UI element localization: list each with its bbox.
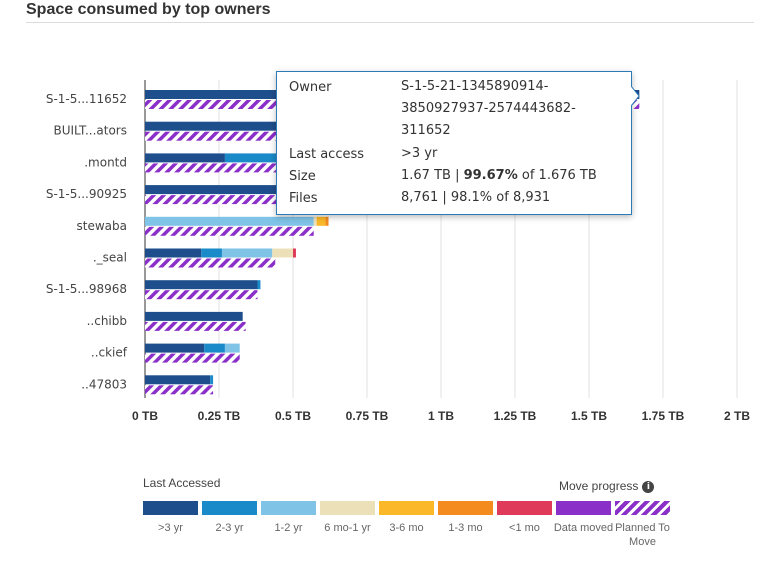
y-tick-label: .montd [84, 155, 127, 169]
tooltip-size-total: of 1.676 TB [517, 168, 597, 183]
bar-segment [313, 216, 317, 226]
legend-label: Data moved [553, 522, 614, 534]
bar-segment [145, 280, 258, 290]
tooltip-pointer [631, 86, 640, 106]
x-tick-label: 0.75 TB [346, 409, 389, 423]
x-tick-label: 2 TB [724, 409, 750, 423]
bar-segment [145, 216, 314, 226]
legend-swatch [438, 501, 493, 515]
tooltip-owner-line: 311652 [401, 123, 451, 138]
bar-segment [272, 248, 293, 258]
legend-label: >3 yr [158, 522, 183, 534]
bar-segment [316, 216, 326, 226]
planned-bar [145, 321, 246, 331]
y-tick-label: BUILT...ators [53, 124, 127, 138]
legend-label: 1-3 mo [448, 522, 483, 534]
x-tick-label: 1.25 TB [494, 409, 537, 423]
bar-segment [221, 248, 273, 258]
y-tick-label: ..ckief [91, 346, 128, 360]
legend-label: 3-6 mo [389, 522, 424, 534]
bar-segment [257, 280, 261, 290]
x-tick-label: 0.5 TB [275, 409, 311, 423]
tooltip-owner-label: Owner [289, 80, 332, 95]
planned-bar [145, 195, 293, 205]
bar-segment [145, 375, 211, 385]
x-tick-label: 1.5 TB [571, 409, 607, 423]
x-tick-label: 1.75 TB [642, 409, 685, 423]
legend-label: <1 mo [509, 522, 540, 534]
bar-segment [224, 343, 240, 353]
legend-swatch [320, 501, 375, 515]
bar-segment [145, 185, 293, 195]
y-tick-label: S-1-5...11652 [46, 92, 127, 106]
legend-label: 6 mo-1 yr [324, 522, 371, 534]
move-progress-title: Move progress i [559, 479, 655, 493]
x-tick-label: 0 TB [132, 409, 158, 423]
legend-swatch [497, 501, 552, 515]
bar-segment [204, 343, 225, 353]
legend-swatch [379, 501, 434, 515]
tooltip-size-percent: 99.67% [463, 168, 518, 183]
bar-segment [145, 311, 243, 321]
x-tick-label: 0.25 TB [198, 409, 241, 423]
y-tick-label: S-1-5...90925 [46, 187, 127, 201]
tooltip-files-value: 8,761 | 98.1% of 8,931 [401, 190, 551, 205]
legend-title: Last Accessed [143, 476, 221, 490]
planned-bar [145, 385, 214, 395]
chart-title: Space consumed by top owners [26, 1, 271, 18]
bar-segment [293, 248, 296, 258]
legend-label: 2-3 yr [215, 522, 244, 534]
planned-bar [145, 258, 276, 268]
planned-bar [145, 163, 338, 173]
bar-segment [210, 375, 214, 385]
planned-bar [145, 226, 314, 236]
bar-segment [145, 343, 205, 353]
bar-segment [201, 248, 222, 258]
planned-bar [145, 131, 341, 141]
x-tick-label: 1 TB [428, 409, 454, 423]
legend-swatch [615, 501, 670, 515]
y-tick-label: S-1-5...98968 [46, 282, 127, 296]
y-tick-label: ..47803 [81, 377, 127, 391]
y-tick-label: ._seal [93, 251, 127, 265]
bar-segment [325, 216, 329, 226]
legend-swatch [556, 501, 611, 515]
tooltip-last-access-value: >3 yr [401, 146, 438, 161]
bar-segment [145, 153, 225, 163]
tooltip-size-amount: 1.67 TB | [401, 168, 464, 183]
y-tick-label: stewaba [77, 219, 127, 233]
title-divider [26, 22, 754, 23]
planned-bar [145, 353, 240, 363]
legend-swatch [202, 501, 257, 515]
legend-swatch [143, 501, 198, 515]
legend-label: Planned To Move [615, 522, 670, 548]
owners-bar-chart: S-1-5...11652 BUILT...ators .montd S-1-5...… [46, 80, 750, 423]
move-progress-label: Move progress [559, 479, 639, 493]
tooltip-size-value: 1.67 TB | 99.67% of 1.676 TB [401, 165, 631, 187]
bar-segment [145, 248, 202, 258]
legend-swatch [261, 501, 316, 515]
tooltip-owner-line: S-1-5-21-1345890914- [401, 79, 549, 94]
tooltip-owner-line: 3850927937-2574443682- [401, 101, 576, 116]
tooltip-files-label: Files [289, 191, 318, 206]
tooltip-last-access-label: Last access [289, 147, 365, 162]
y-tick-label: ..chibb [87, 314, 127, 328]
owner-tooltip: Owner S-1-5-21-1345890914- 3850927937-25… [276, 71, 632, 215]
bar-segment [145, 121, 341, 131]
info-icon[interactable]: i [642, 481, 655, 493]
tooltip-size-label: Size [289, 169, 316, 184]
planned-bar [145, 290, 258, 300]
legend-label: 1-2 yr [274, 522, 303, 534]
